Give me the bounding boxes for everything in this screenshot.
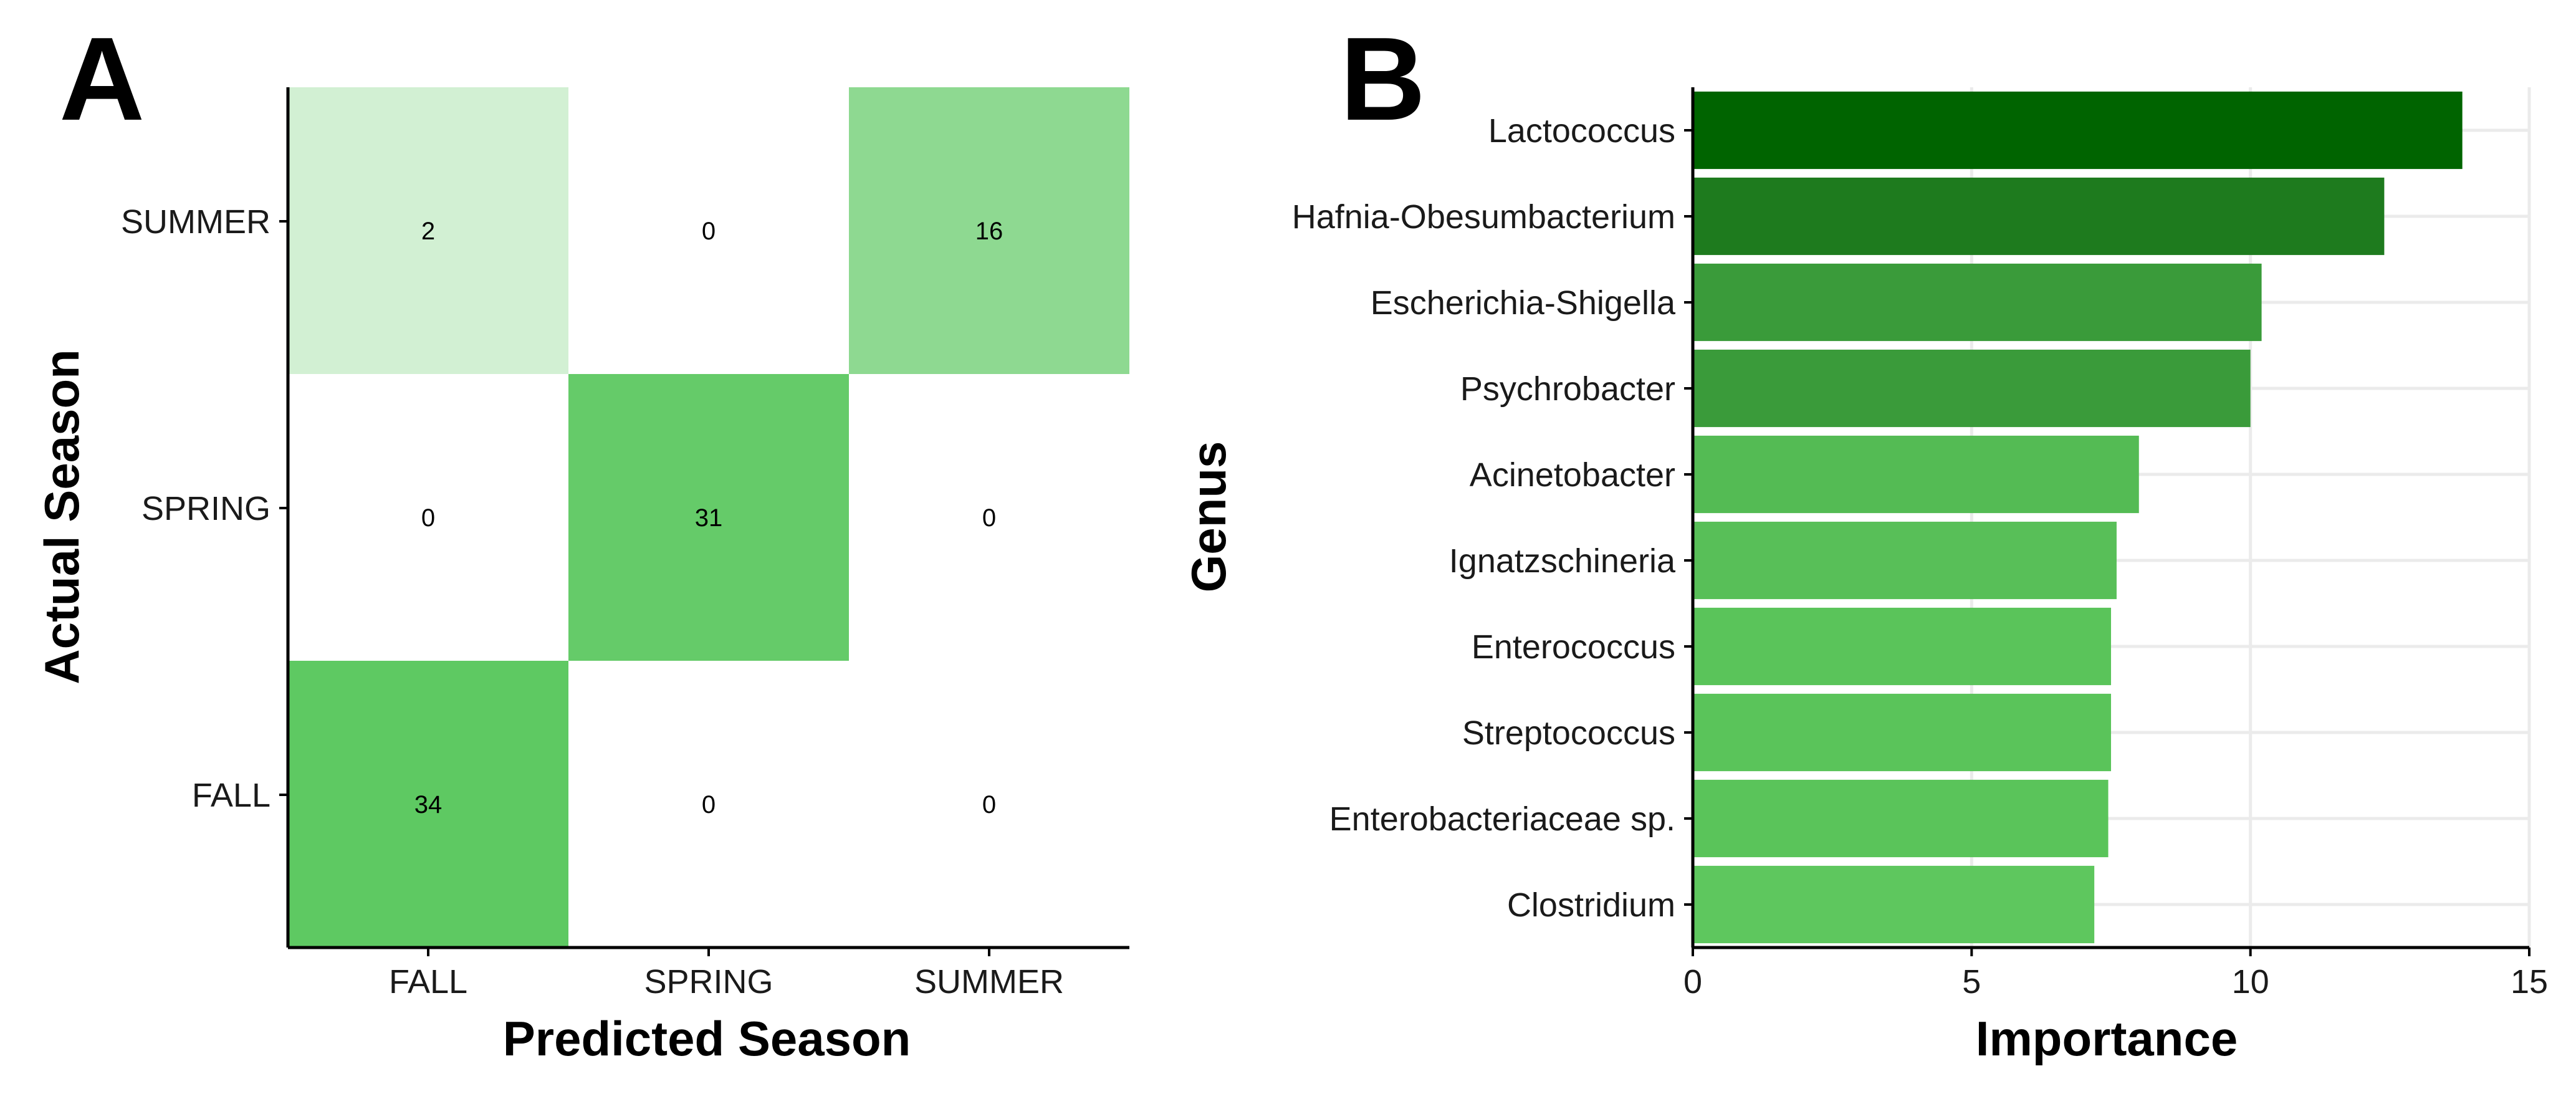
y-tick-label: Escherichia-Shigella	[1371, 284, 1676, 322]
importance-bar	[1693, 263, 2262, 342]
heatmap-cell	[849, 87, 1129, 374]
cell-value-label: 2	[421, 218, 435, 245]
importance-bar	[1693, 865, 2095, 944]
importance-bar	[1693, 349, 2251, 428]
x-tick-label: 0	[1683, 963, 1702, 1001]
importance-bar	[1693, 693, 2111, 772]
x-axis-title: Predicted Season	[503, 1011, 911, 1066]
importance-bar	[1693, 435, 2139, 514]
heatmap-cell	[568, 661, 849, 948]
heatmap-cell	[288, 87, 568, 374]
y-tick-label: Enterococcus	[1472, 628, 1675, 666]
heatmap-cell	[288, 661, 568, 948]
cell-value-label: 31	[695, 504, 723, 532]
importance-bar	[1693, 779, 2109, 858]
y-tick-label: Streptococcus	[1462, 714, 1675, 752]
panel-a-letter: A	[59, 13, 145, 145]
heatmap-axes: FALL SPRING SUMMER SUMMER SPRING FALL	[121, 87, 1129, 1001]
importance-bar-panel: Lactococcus Hafnia-Obesumbacterium Escheri…	[1181, 87, 2548, 1066]
heatmap-cells	[288, 87, 1129, 948]
cell-value-label: 0	[982, 504, 996, 532]
heatmap-cell	[849, 374, 1129, 661]
cell-value-label: 0	[702, 218, 716, 245]
y-tick-label: Hafnia-Obesumbacterium	[1292, 198, 1675, 236]
heatmap-cell	[288, 374, 568, 661]
y-axis-title: Genus	[1181, 441, 1236, 593]
importance-bar	[1693, 607, 2111, 686]
importance-bar	[1693, 91, 2463, 170]
x-tick-label: 5	[1962, 963, 1981, 1001]
x-tick-label: 15	[2511, 963, 2548, 1001]
x-axis-title: Importance	[1976, 1011, 2238, 1066]
cell-value-label: 0	[982, 791, 996, 818]
y-tick-label: Ignatzschineria	[1449, 542, 1676, 580]
y-tick-label: Acinetobacter	[1470, 456, 1675, 494]
heatmap-cell	[849, 661, 1129, 948]
y-tick-label: Enterobacteriaceae sp.	[1329, 800, 1675, 838]
y-tick-label: SUMMER	[121, 203, 271, 241]
cell-value-label: 16	[975, 218, 1003, 245]
x-tick-label: 10	[2232, 963, 2269, 1001]
cell-value-label: 34	[414, 791, 443, 818]
y-tick-label: Lactococcus	[1488, 112, 1675, 150]
heatmap-cell	[568, 374, 849, 661]
heatmap-cell	[568, 87, 849, 374]
bar-series	[1693, 91, 2463, 944]
x-tick-label: SUMMER	[914, 963, 1064, 1001]
y-tick-label: FALL	[192, 777, 271, 814]
y-tick-label: Clostridium	[1507, 886, 1675, 924]
x-tick-label: SPRING	[644, 963, 773, 1001]
cell-value-label: 0	[421, 504, 435, 532]
importance-bar	[1693, 177, 2385, 256]
cell-value-label: 0	[702, 791, 716, 818]
confusion-matrix-panel: 2 0 16 0 31 0 34 0 0 FALL SPRING SUMMER SUMMER SPRIN…	[34, 87, 1129, 1066]
bar-axes: Lactococcus Hafnia-Obesumbacterium Escheri…	[1292, 87, 2548, 1001]
y-tick-label: SPRING	[141, 490, 271, 527]
y-tick-label: Psychrobacter	[1460, 370, 1675, 408]
panel-b-letter: B	[1340, 13, 1425, 145]
importance-bar	[1693, 521, 2117, 600]
y-axis-title: Actual Season	[34, 349, 89, 684]
x-tick-label: FALL	[389, 963, 467, 1001]
heatmap-cell-labels: 2 0 16 0 31 0 34 0 0	[414, 218, 1003, 818]
